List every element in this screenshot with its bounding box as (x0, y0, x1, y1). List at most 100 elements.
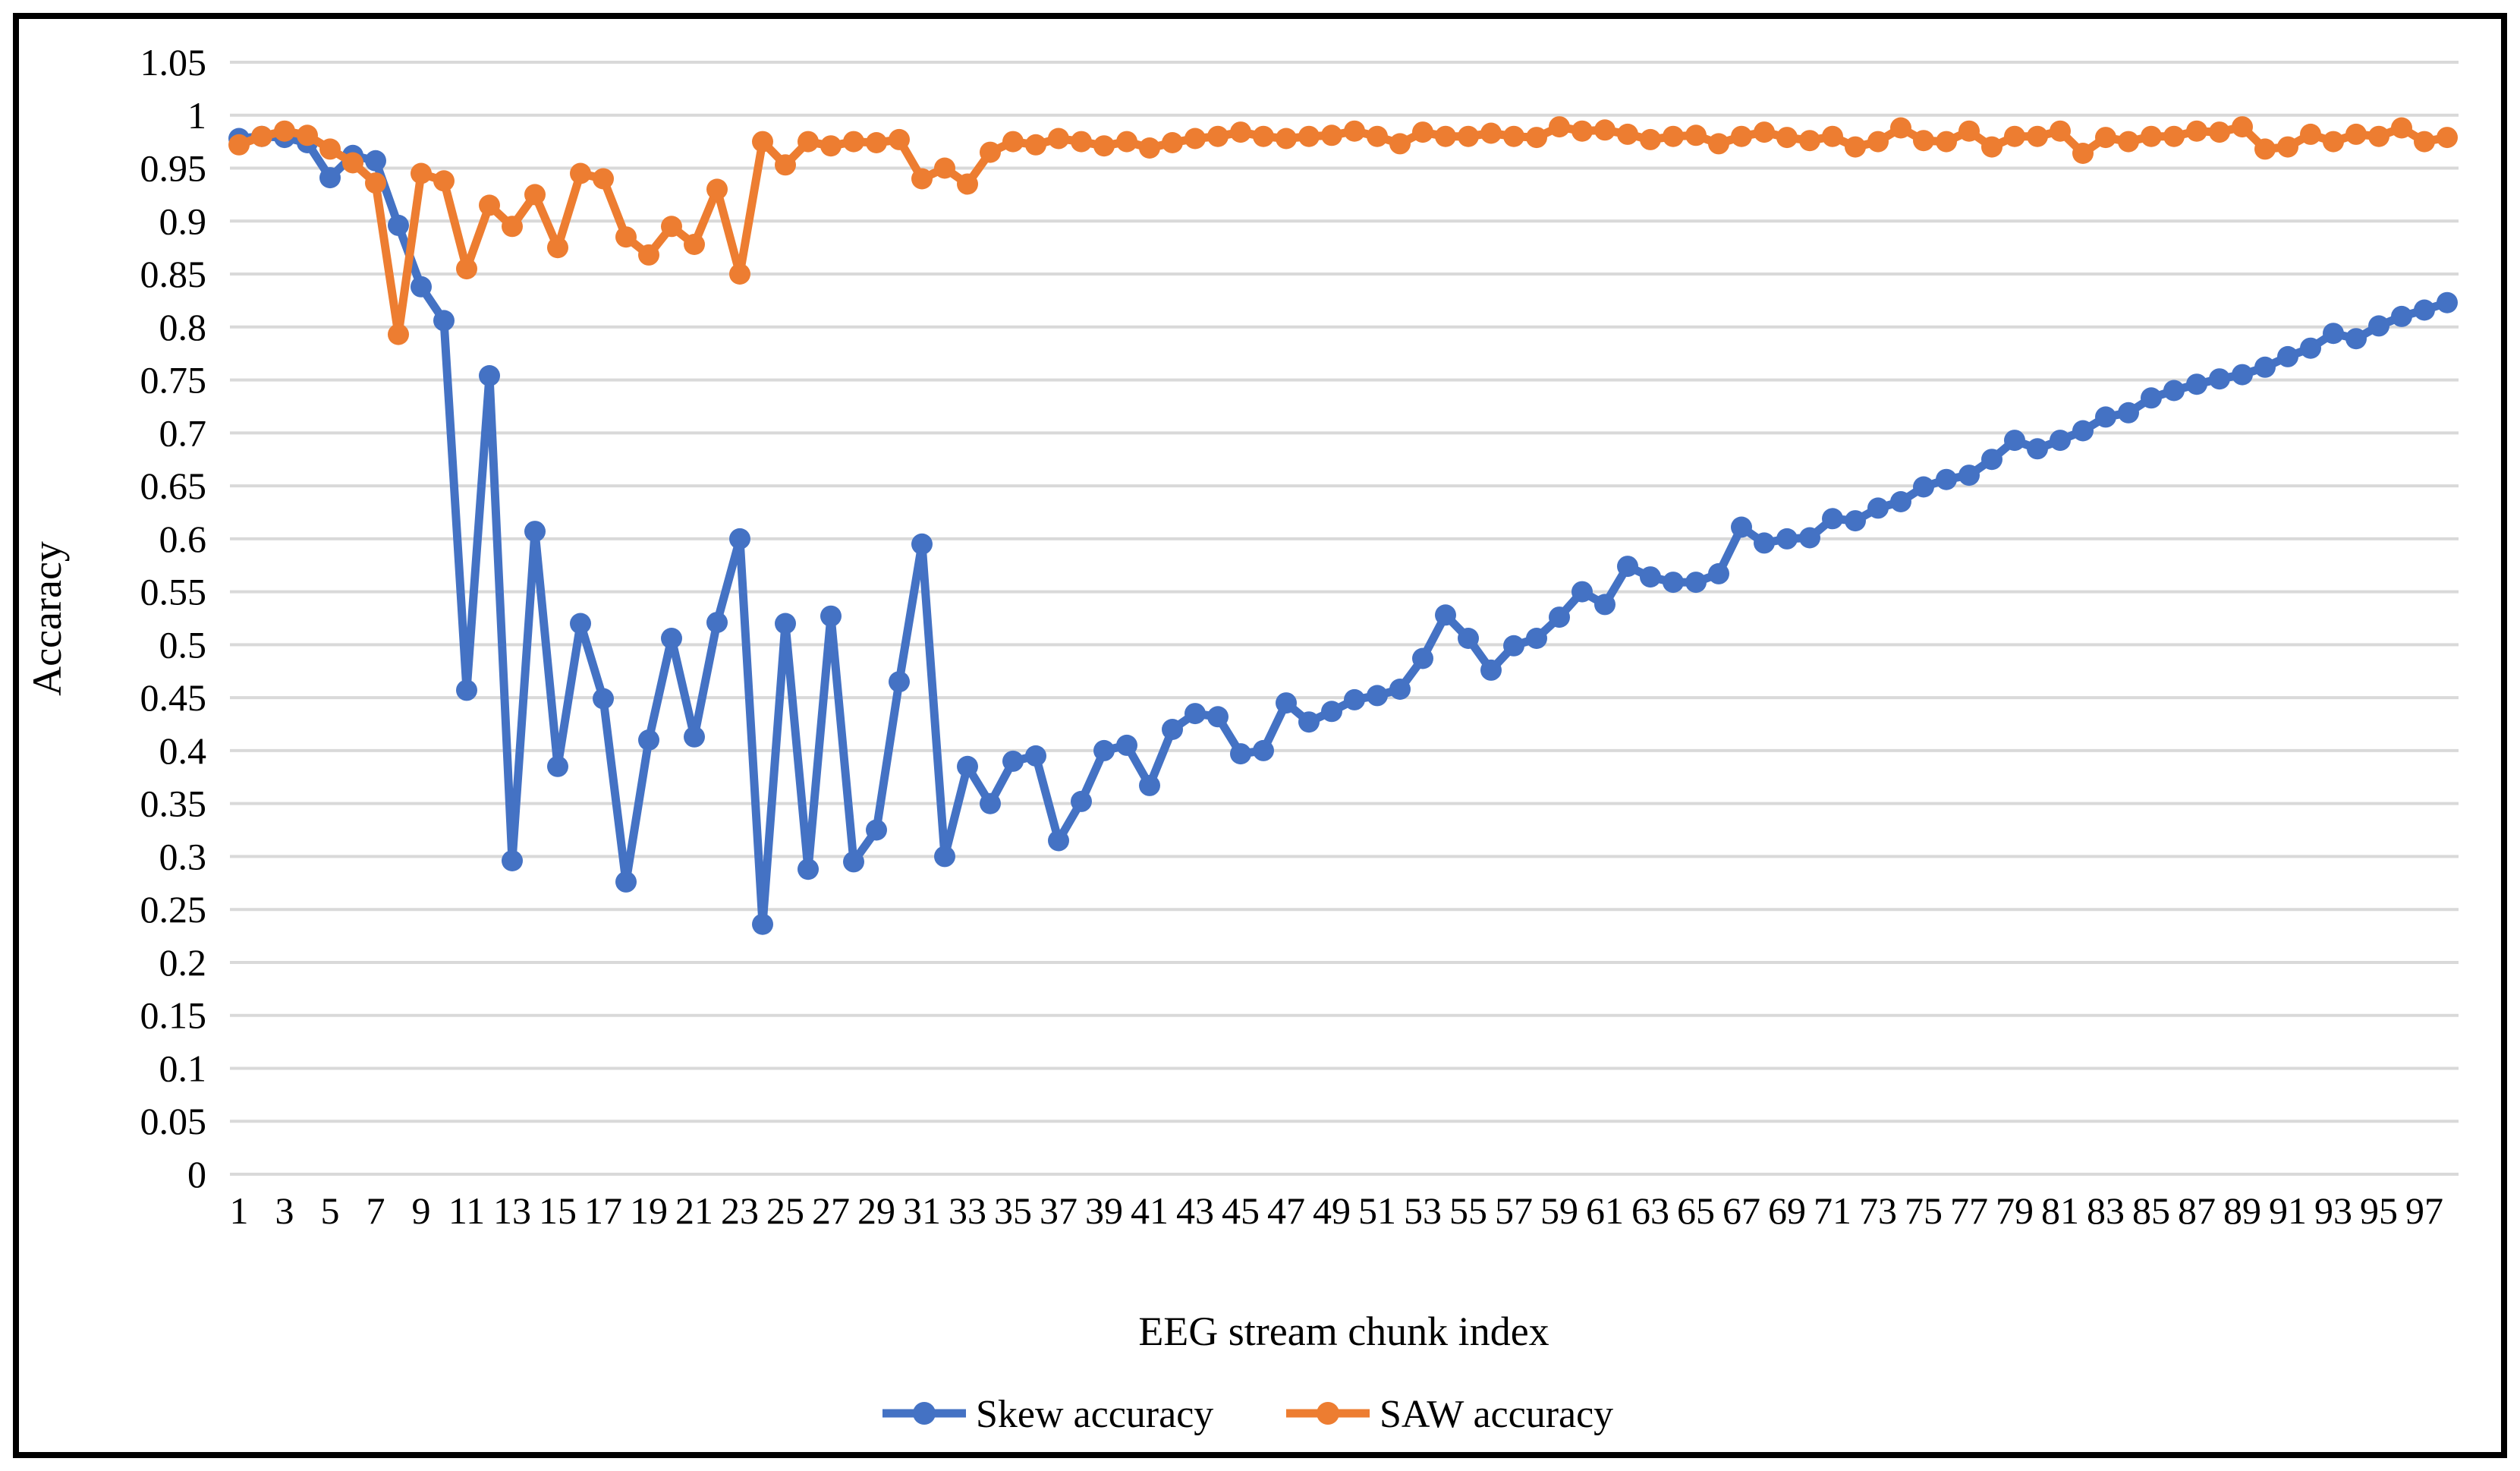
skew-data-point (2300, 337, 2321, 359)
skew-data-point (1685, 572, 1707, 594)
saw-data-point (706, 178, 728, 200)
saw-data-point (1867, 131, 1889, 153)
skew-data-point (1480, 659, 1502, 681)
legend-label-saw: SAW accuracy (1380, 1393, 1613, 1436)
x-tick-label: 23 (721, 1189, 759, 1232)
saw-data-point (1458, 125, 1479, 147)
y-tick-label: 0.65 (140, 465, 207, 507)
skew-data-point (1412, 647, 1433, 669)
x-tick-label: 17 (584, 1189, 622, 1232)
saw-data-point (775, 154, 796, 176)
saw-data-point (820, 135, 842, 157)
skew-data-point (2027, 438, 2048, 460)
saw-data-point (638, 244, 659, 266)
skew-legend-marker-icon (913, 1402, 936, 1425)
skew-data-point (1298, 711, 1320, 733)
skew-data-point (365, 150, 386, 172)
skew-data-point (1913, 476, 1934, 498)
saw-data-point (365, 172, 386, 194)
saw-data-point (1640, 128, 1661, 150)
x-tick-label: 63 (1631, 1189, 1669, 1232)
skew-data-point (1184, 703, 1206, 725)
saw-data-point (1253, 125, 1274, 147)
skew-data-point (2437, 291, 2458, 313)
y-tick-label: 0.5 (159, 623, 207, 666)
skew-data-point (1526, 628, 1547, 649)
skew-data-point (1845, 510, 1866, 532)
x-tick-label: 79 (1996, 1189, 2034, 1232)
legend: Skew accuracy SAW accuracy (882, 1393, 1613, 1436)
skew-data-point (1822, 508, 1843, 530)
saw-data-point (2004, 125, 2025, 147)
skew-data-point (866, 819, 887, 841)
skew-data-point (2368, 315, 2389, 337)
skew-series (228, 125, 2458, 935)
saw-data-point (2209, 121, 2230, 143)
skew-data-point (570, 613, 591, 635)
saw-data-point (2414, 131, 2435, 153)
x-tick-label: 51 (1358, 1189, 1396, 1232)
x-tick-label: 31 (903, 1189, 941, 1232)
x-tick-label: 11 (448, 1189, 485, 1232)
x-tick-label: 87 (2178, 1189, 2216, 1232)
x-tick-label: 95 (2360, 1189, 2398, 1232)
saw-data-point (1526, 127, 1547, 149)
skew-data-point (479, 365, 500, 386)
skew-data-point (1571, 581, 1593, 603)
skew-data-point (2118, 402, 2139, 424)
x-tick-label: 65 (1677, 1189, 1715, 1232)
saw-data-point (2163, 125, 2185, 147)
saw-data-point (1958, 120, 1980, 142)
x-tick-label: 37 (1040, 1189, 1078, 1232)
skew-data-point (1253, 739, 1274, 761)
skew-data-point (2186, 373, 2207, 395)
x-tick-label: 9 (412, 1189, 431, 1232)
saw-data-point (1754, 121, 1775, 143)
y-axis-title: Accaracy (24, 541, 70, 696)
x-tick-label: 67 (1722, 1189, 1760, 1232)
skew-data-point (980, 792, 1001, 814)
x-axis-title: EEG stream chunk index (1138, 1309, 1549, 1354)
skew-data-point (1617, 556, 1638, 578)
x-tick-label: 25 (766, 1189, 804, 1232)
saw-data-point (2027, 125, 2048, 147)
skew-data-point (2323, 323, 2344, 345)
x-tick-label: 85 (2132, 1189, 2170, 1232)
x-tick-label: 49 (1313, 1189, 1351, 1232)
saw-data-point (911, 168, 933, 190)
skew-data-point (1367, 685, 1388, 707)
x-tick-label: 75 (1905, 1189, 1943, 1232)
x-tick-label: 13 (493, 1189, 531, 1232)
saw-data-point (1207, 125, 1229, 147)
x-tick-label: 41 (1131, 1189, 1169, 1232)
saw-data-point (502, 216, 523, 238)
saw-data-point (729, 263, 750, 285)
skew-data-point (729, 528, 750, 550)
y-tick-label: 1 (187, 94, 206, 137)
saw-data-point (1890, 117, 1911, 139)
skew-data-point (2050, 430, 2071, 452)
skew-data-point (1321, 701, 1342, 723)
saw-data-point (1048, 128, 1069, 150)
skew-data-point (1867, 497, 1889, 519)
skew-data-point (1708, 562, 1729, 584)
skew-data-point (1890, 491, 1911, 512)
saw-data-point (411, 162, 432, 184)
saw-data-point (934, 157, 955, 179)
skew-data-point (411, 276, 432, 298)
skew-data-point (752, 913, 773, 935)
x-tick-label: 45 (1222, 1189, 1260, 1232)
figure-border (13, 13, 2507, 1458)
x-tick-label: 71 (1814, 1189, 1851, 1232)
x-tick-label: 3 (275, 1189, 294, 1232)
x-tick-label: 35 (994, 1189, 1032, 1232)
saw-data-point (1002, 131, 1024, 153)
y-tick-label: 0.95 (140, 147, 207, 190)
x-tick-label: 57 (1495, 1189, 1533, 1232)
skew-data-point (502, 850, 523, 871)
saw-data-point (2391, 117, 2412, 139)
skew-data-point (1799, 527, 1820, 549)
saw-data-point (1093, 135, 1115, 157)
skew-data-point (1207, 706, 1229, 728)
